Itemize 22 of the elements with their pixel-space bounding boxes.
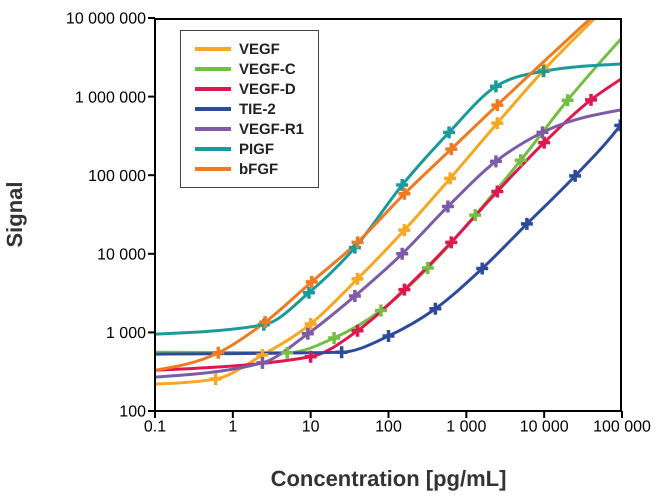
y-tick-label: 1 000 000 — [74, 89, 146, 106]
legend-label: bFGF — [239, 160, 278, 178]
x-tick-label: 10 — [302, 418, 320, 436]
legend-label: VEGF-D — [239, 80, 296, 98]
legend-label: PIGF — [239, 140, 274, 158]
x-tick-label: 0.1 — [144, 418, 166, 436]
x-axis-title: Concentration [pg/mL] — [270, 466, 506, 491]
x-tick-label: 100 — [375, 418, 402, 436]
legend-label: VEGF-C — [239, 60, 296, 78]
y-tick-label: 100 — [119, 404, 146, 421]
legend-label: VEGF-R1 — [239, 120, 304, 138]
x-tick-label: 1 — [228, 418, 238, 436]
y-tick-label: 100 000 — [88, 168, 146, 185]
legend-label: VEGF — [239, 40, 280, 58]
legend-label: TIE-2 — [239, 100, 276, 118]
y-tick-label: 10 000 000 — [66, 10, 146, 28]
x-tick-label: 100 000 — [593, 418, 652, 436]
x-tick-label: 1 000 — [446, 418, 486, 436]
y-axis-title: Signal — [2, 181, 27, 248]
y-tick-label: 10 000 — [97, 246, 146, 264]
x-tick-label: 10 000 — [520, 418, 569, 436]
y-tick-label: 1 000 — [106, 325, 146, 342]
